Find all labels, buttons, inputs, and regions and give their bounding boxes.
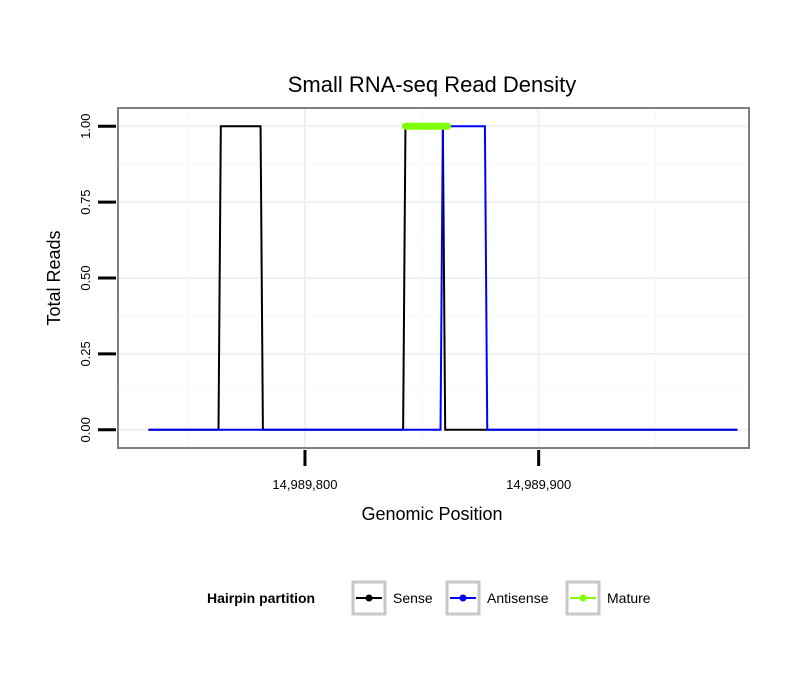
- y-tick-label: 0.75: [78, 189, 93, 214]
- x-axis-title: Genomic Position: [361, 504, 502, 524]
- chart-title: Small RNA-seq Read Density: [288, 72, 577, 97]
- plot-panel: [117, 107, 750, 449]
- panel-border: [117, 107, 750, 449]
- x-axis: 14,989,800 14,989,900: [272, 450, 571, 492]
- legend-key-point: [579, 594, 587, 602]
- legend-entry-mature: Mature: [565, 580, 651, 616]
- legend-entry-antisense: Antisense: [445, 580, 549, 616]
- y-axis: 0.00 0.25 0.50 0.75 1.00: [78, 114, 116, 442]
- y-tick-label: 1.00: [78, 114, 93, 139]
- legend-label: Mature: [607, 590, 651, 606]
- legend-title: Hairpin partition: [207, 590, 315, 606]
- series-line-antisense: [148, 125, 738, 431]
- legend-entries: Sense Antisense Mature: [351, 580, 651, 616]
- legend-entry-sense: Sense: [351, 580, 433, 616]
- y-axis-title: Total Reads: [44, 230, 64, 325]
- y-tick-label: 0.25: [78, 341, 93, 366]
- legend-label: Antisense: [487, 590, 549, 606]
- x-tick-label: 14,989,900: [506, 477, 571, 492]
- legend: Hairpin partition Sense Antisense Mature: [207, 580, 651, 616]
- y-tick-label: 0.50: [78, 265, 93, 290]
- series-layer: [148, 122, 738, 431]
- y-tick-label: 0.00: [78, 417, 93, 442]
- x-tick-label: 14,989,800: [272, 477, 337, 492]
- legend-label: Sense: [393, 590, 433, 606]
- legend-key-point: [365, 594, 373, 602]
- legend-key-point: [459, 594, 467, 602]
